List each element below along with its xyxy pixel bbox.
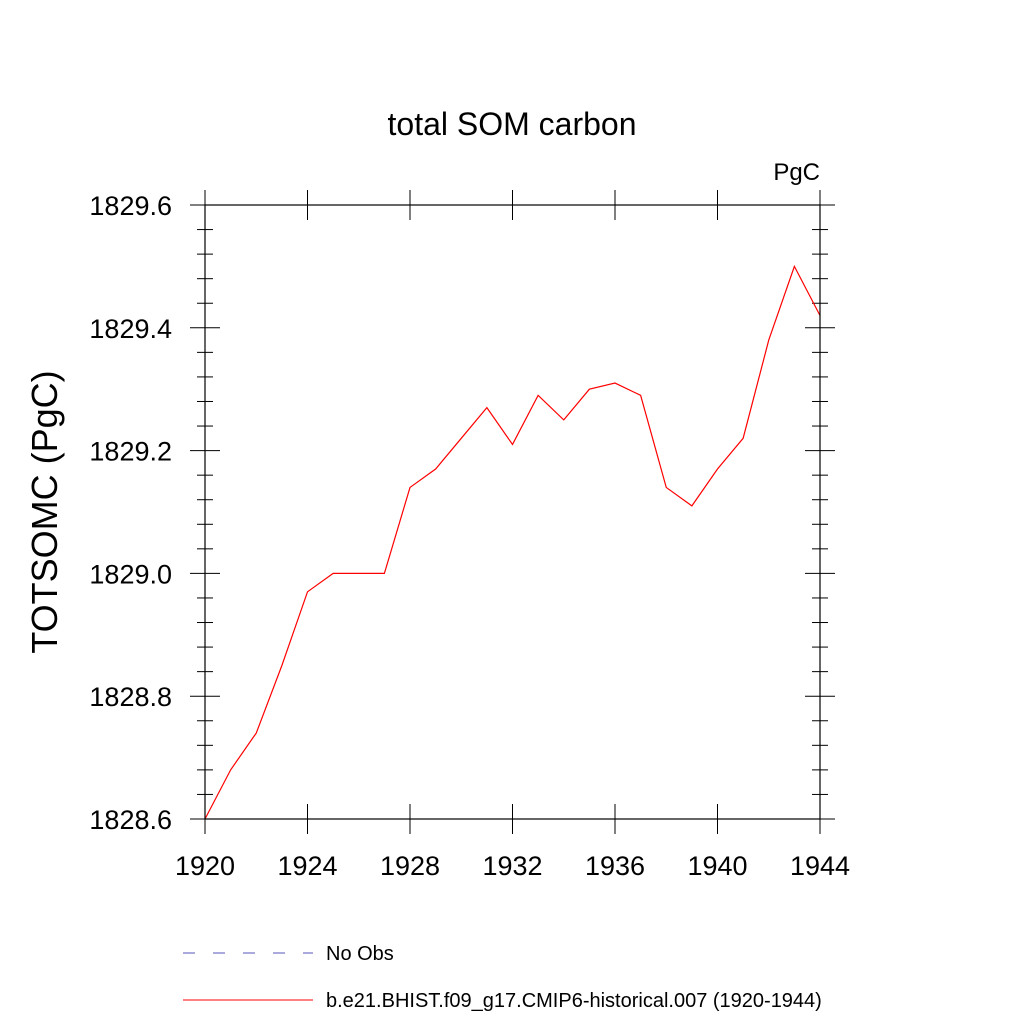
- y-tick-label: 1828.6: [89, 805, 172, 835]
- y-tick-label: 1828.8: [89, 682, 172, 712]
- y-tick-label: 1829.4: [89, 314, 172, 344]
- x-tick-label: 1944: [790, 851, 850, 881]
- series-lines: [204, 264, 821, 820]
- legend: No Obs b.e21.BHIST.f09_g17.CMIP6-historic…: [183, 943, 822, 1012]
- legend-label: b.e21.BHIST.f09_g17.CMIP6-historical.007…: [326, 990, 822, 1012]
- chart-title: total SOM carbon: [388, 106, 637, 142]
- x-tick-label: 1940: [687, 851, 747, 881]
- x-tick-label: 1932: [482, 851, 542, 881]
- legend-label: No Obs: [326, 943, 394, 965]
- x-tick-label: 1924: [277, 851, 337, 881]
- plot-frame: [204, 204, 821, 820]
- tick-labels: 1920 1924 1928 1932 1936 1940 1944 1828.6 1828.8…: [89, 191, 850, 881]
- x-tick-label: 1920: [175, 851, 235, 881]
- tick-marks: [190, 190, 835, 834]
- y-axis-label: TOTSOMC (PgC): [24, 370, 65, 653]
- y-tick-label: 1829.2: [89, 437, 172, 467]
- units-label: PgC: [773, 159, 820, 186]
- x-tick-label: 1936: [585, 851, 645, 881]
- series-line: [204, 264, 821, 820]
- x-tick-label: 1928: [380, 851, 440, 881]
- y-tick-label: 1829.6: [89, 191, 172, 221]
- y-tick-label: 1829.0: [89, 559, 172, 589]
